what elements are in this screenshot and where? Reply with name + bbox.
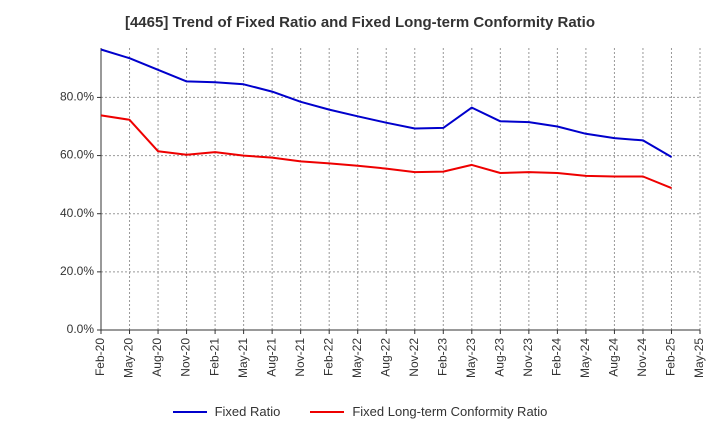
x-tick-label: May-20 — [122, 338, 136, 378]
grid-layer — [101, 48, 701, 330]
x-tick-label: Feb-21 — [207, 338, 221, 376]
y-tick-label: 0.0% — [67, 322, 95, 336]
x-tick-label: Nov-24 — [635, 338, 649, 377]
x-tick-label: Aug-21 — [264, 338, 278, 377]
legend: Fixed Ratio Fixed Long-term Conformity R… — [0, 404, 720, 419]
x-tick-label: Feb-20 — [93, 338, 107, 376]
x-tick-label: May-23 — [464, 338, 478, 378]
x-tick-label: Aug-24 — [607, 338, 621, 377]
series-layer — [100, 48, 673, 190]
x-tick-label: Aug-20 — [150, 338, 164, 377]
legend-item-fixed-ratio: Fixed Ratio — [172, 404, 281, 419]
x-tick-label: Nov-23 — [521, 338, 535, 377]
y-tick-label: 60.0% — [60, 148, 94, 162]
legend-swatch-fixed-long-term — [310, 410, 345, 413]
chart-title: [4465] Trend of Fixed Ratio and Fixed Lo… — [124, 14, 596, 31]
legend-item-fixed-long-term: Fixed Long-term Conformity Ratio — [310, 404, 547, 419]
x-tick-label: May-25 — [692, 338, 706, 378]
x-tick-label: Feb-24 — [550, 338, 564, 376]
x-tick-label: Feb-25 — [664, 338, 678, 376]
x-tick-label: Feb-22 — [321, 338, 335, 376]
series-line-fixed-long-term-conformity-ratio — [100, 114, 672, 190]
axes-layer — [97, 48, 701, 334]
legend-label-fixed-long-term: Fixed Long-term Conformity Ratio — [352, 404, 548, 419]
x-tick-label: Nov-20 — [179, 338, 193, 377]
y-tick-label: 80.0% — [60, 90, 94, 104]
y-tick-label: 40.0% — [60, 206, 94, 220]
x-tick-label: Nov-21 — [293, 338, 307, 377]
x-tick-label: Nov-22 — [407, 338, 421, 377]
series-line-fixed-ratio — [100, 48, 673, 158]
tick-label-layer: Feb-20 May-20 Aug-20 Nov-20 Feb-21 May-21 Aug-… — [60, 90, 706, 378]
x-tick-label: May-22 — [350, 338, 364, 378]
x-tick-label: May-24 — [578, 338, 592, 378]
legend-label-fixed-ratio: Fixed Ratio — [214, 404, 281, 419]
y-tick-label: 20.0% — [60, 264, 94, 278]
x-tick-label: Feb-23 — [435, 338, 449, 376]
x-tick-label: May-21 — [236, 338, 250, 378]
x-tick-label: Aug-23 — [493, 338, 507, 377]
legend-swatch-fixed-ratio — [172, 410, 207, 413]
x-tick-label: Aug-22 — [378, 338, 392, 377]
